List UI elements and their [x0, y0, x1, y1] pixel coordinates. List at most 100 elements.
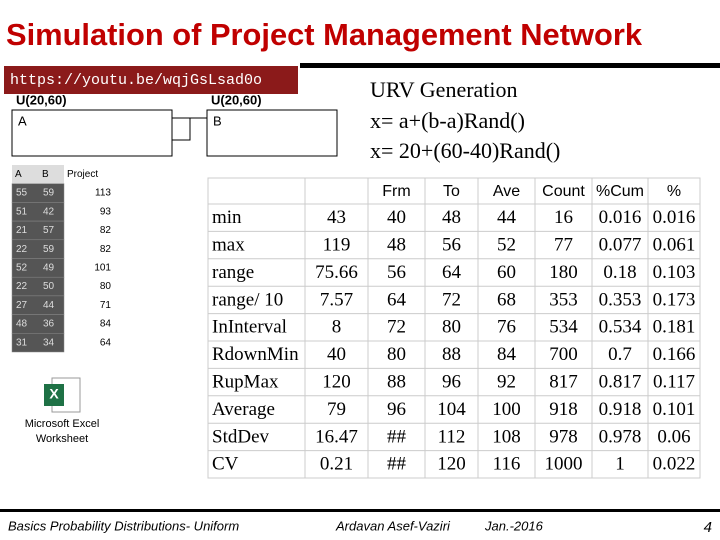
table-header: Ave	[493, 183, 520, 200]
table-cell: 60	[497, 262, 516, 283]
table-cell: 72	[442, 289, 461, 310]
sheet-header: Project	[67, 169, 98, 180]
node-label: B	[213, 113, 222, 128]
sheet-cell: 21	[16, 225, 28, 236]
table-cell: 56	[387, 262, 406, 283]
sheet-cell: 49	[43, 262, 55, 273]
table-cell: 119	[323, 234, 351, 255]
sheet-cell: 57	[43, 225, 55, 236]
svg-text:X: X	[49, 386, 59, 402]
table-cell: 40	[387, 207, 406, 228]
table-cell: 0.21	[320, 454, 353, 475]
table-cell: 48	[387, 234, 406, 255]
table-cell: 88	[442, 344, 461, 365]
table-cell: 120	[322, 371, 351, 392]
sheet-header: B	[42, 169, 49, 180]
sheet-cell: 22	[16, 281, 28, 292]
table-cell: ##	[387, 454, 407, 475]
sheet-cell: 36	[43, 319, 55, 330]
link[interactable]: https://youtu.be/wqjGsLsad0o	[10, 72, 262, 89]
row-label: RupMax	[212, 371, 279, 392]
table-cell: 918	[549, 399, 578, 420]
sheet-cell: 27	[16, 300, 28, 311]
row-label: Average	[212, 399, 275, 420]
table-cell: 112	[438, 426, 466, 447]
row-label: StdDev	[212, 426, 270, 447]
table-cell: 68	[497, 289, 516, 310]
table-cell: 84	[497, 344, 517, 365]
row-label: min	[212, 207, 242, 228]
table-cell: 77	[554, 234, 573, 255]
table-cell: 75.66	[315, 262, 358, 283]
table-header: %Cum	[596, 183, 644, 200]
table-cell: 0.817	[599, 371, 642, 392]
table-cell: 92	[497, 371, 516, 392]
row-label: RdownMin	[212, 344, 299, 365]
table-cell: 1	[615, 454, 625, 475]
page-number: 4	[704, 519, 712, 536]
table-cell: 0.181	[653, 317, 696, 338]
table-cell: 1000	[545, 454, 583, 475]
slide-title: Simulation of Project Management Network	[6, 17, 643, 52]
table-cell: 700	[549, 344, 578, 365]
table-cell: 116	[493, 454, 521, 475]
table-cell: 0.077	[599, 234, 642, 255]
sheet-cell: 52	[16, 262, 28, 273]
sheet-header: A	[15, 169, 22, 180]
table-cell: 0.173	[653, 289, 696, 310]
table-cell: 0.06	[657, 426, 690, 447]
footer-text: Basics Probability Distributions- Unifor…	[8, 518, 239, 533]
table-cell: 79	[327, 399, 346, 420]
table-cell: 104	[437, 399, 466, 420]
sheet-cell: 93	[100, 206, 112, 217]
table-cell: 0.353	[599, 289, 642, 310]
sheet-cell: 59	[43, 244, 55, 255]
table-cell: 44	[497, 207, 517, 228]
row-label: InInterval	[212, 317, 287, 338]
table-cell: 52	[497, 234, 516, 255]
sheet-header-bg	[12, 165, 64, 184]
table-cell: 96	[387, 399, 406, 420]
sheet-cell: 82	[100, 244, 112, 255]
row-label: max	[212, 234, 245, 255]
sheet-cell: 80	[100, 281, 112, 292]
sheet-cell: 48	[16, 319, 28, 330]
table-cell: 534	[549, 317, 578, 338]
table-cell: 108	[492, 426, 521, 447]
table-cell: 0.103	[653, 262, 696, 283]
table-cell: 16	[554, 207, 573, 228]
table-cell: 817	[549, 371, 578, 392]
sheet-cell: 31	[16, 337, 28, 348]
link-box[interactable]	[4, 66, 298, 94]
row-label: CV	[212, 454, 239, 475]
footer-rule	[0, 509, 720, 512]
table-cell: 40	[327, 344, 346, 365]
sheet-cell: 71	[100, 300, 112, 311]
node-dist: U(20,60)	[16, 92, 67, 107]
formula: x= 20+(60-40)Rand()	[370, 138, 560, 163]
sheet-cell: 84	[100, 319, 112, 330]
row-label: range	[212, 262, 254, 283]
table-cell: 0.166	[653, 344, 696, 365]
sheet-cell: 50	[43, 281, 55, 292]
title-rule	[300, 63, 720, 68]
table-cell: 0.978	[599, 426, 642, 447]
sheet-cell: 82	[100, 225, 112, 236]
node-dist: U(20,60)	[211, 92, 262, 107]
excel-icon: X	[44, 377, 81, 413]
sheet-cell: 51	[16, 206, 28, 217]
table-cell: 180	[549, 262, 578, 283]
table-cell: 0.022	[653, 454, 696, 475]
sheet-cell: 64	[100, 337, 112, 348]
table-cell: 80	[387, 344, 406, 365]
table-cell: 8	[332, 317, 342, 338]
node-box	[206, 109, 338, 157]
table-header: %	[667, 183, 681, 200]
table-cell: 0.016	[599, 207, 642, 228]
sheet-cell: 44	[43, 300, 55, 311]
sheet-cell: 22	[16, 244, 28, 255]
row-label: range/ 10	[212, 289, 283, 310]
table-cell: 0.918	[599, 399, 642, 420]
table-cell: 88	[387, 371, 406, 392]
